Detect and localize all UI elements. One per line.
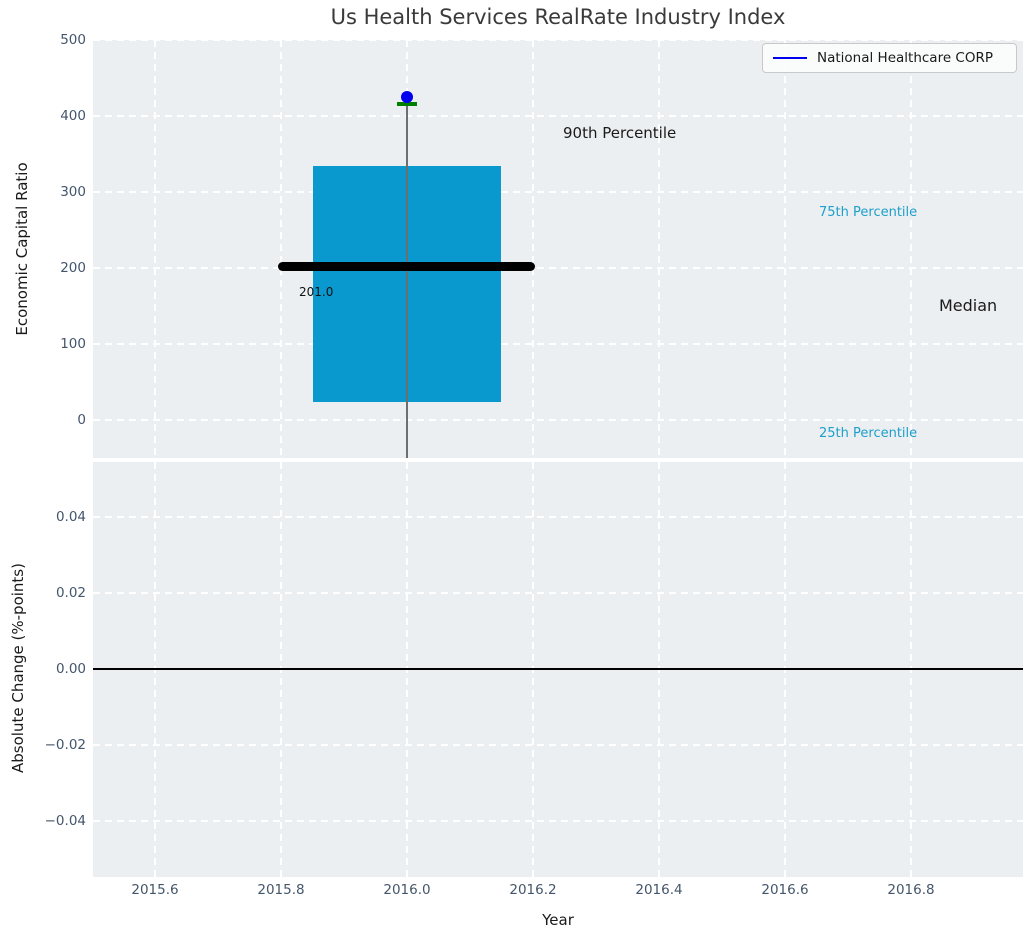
y-gridline — [93, 343, 1023, 345]
x-tick-label: 2016.8 — [887, 882, 935, 898]
chart-title: Us Health Services RealRate Industry Ind… — [330, 5, 786, 29]
median-label: Median — [939, 296, 998, 315]
y-tick-label: 0.04 — [55, 508, 86, 525]
75th-percentile-label: 75th Percentile — [819, 205, 918, 220]
x-tick-label: 2015.8 — [257, 882, 305, 898]
x-gridline — [658, 40, 660, 458]
y-gridline — [93, 744, 1023, 746]
y-gridline — [93, 419, 1023, 421]
x-tick-label: 2015.6 — [131, 882, 179, 898]
x-tick-label: 2016.6 — [761, 882, 809, 898]
90th-percentile-cap — [397, 102, 417, 106]
y-tick-label: 300 — [60, 183, 86, 200]
x-gridline — [784, 40, 786, 458]
90th-percentile-label: 90th Percentile — [563, 124, 677, 142]
y-gridline — [93, 820, 1023, 822]
bottom-plot-panel — [93, 462, 1023, 877]
x-gridline — [910, 40, 912, 458]
y-tick-label: 0.02 — [55, 584, 86, 601]
median-value-label: 201.0 — [299, 285, 334, 299]
x-tick-label: 2016.0 — [383, 882, 431, 898]
y-tick-label: 500 — [60, 31, 86, 48]
median-line — [278, 262, 535, 271]
whisker-line — [406, 104, 408, 458]
company-data-point — [401, 91, 413, 103]
zero-change-line — [93, 668, 1023, 670]
x-tick-label: 2016.4 — [635, 882, 683, 898]
top-plot-panel: 90th Percentile 201.0 75th Percentile Me… — [93, 40, 1023, 458]
y-gridline — [93, 592, 1023, 594]
y-gridline — [93, 267, 1023, 269]
x-gridline — [154, 40, 156, 458]
x-gridline — [280, 40, 282, 458]
y-tick-label: −0.02 — [44, 736, 86, 753]
x-gridline — [532, 40, 534, 458]
legend-series-label: National Healthcare CORP — [817, 50, 993, 66]
legend-line-sample-icon — [773, 56, 807, 60]
y-tick-label: 0 — [77, 411, 86, 428]
y-tick-label: 100 — [60, 335, 86, 352]
y-gridline — [93, 516, 1023, 518]
y-tick-label: 200 — [60, 259, 86, 276]
y-tick-label: 0.00 — [55, 660, 86, 677]
legend: National Healthcare CORP — [762, 43, 1017, 73]
y-gridline — [93, 191, 1023, 193]
25th-percentile-label: 25th Percentile — [819, 426, 918, 441]
x-tick-label: 2016.2 — [509, 882, 557, 898]
y-tick-label: 400 — [60, 107, 86, 124]
y-gridline — [93, 40, 1023, 41]
y-gridline — [93, 115, 1023, 117]
x-axis-label: Year — [542, 911, 574, 929]
y-tick-label: −0.04 — [44, 812, 86, 829]
